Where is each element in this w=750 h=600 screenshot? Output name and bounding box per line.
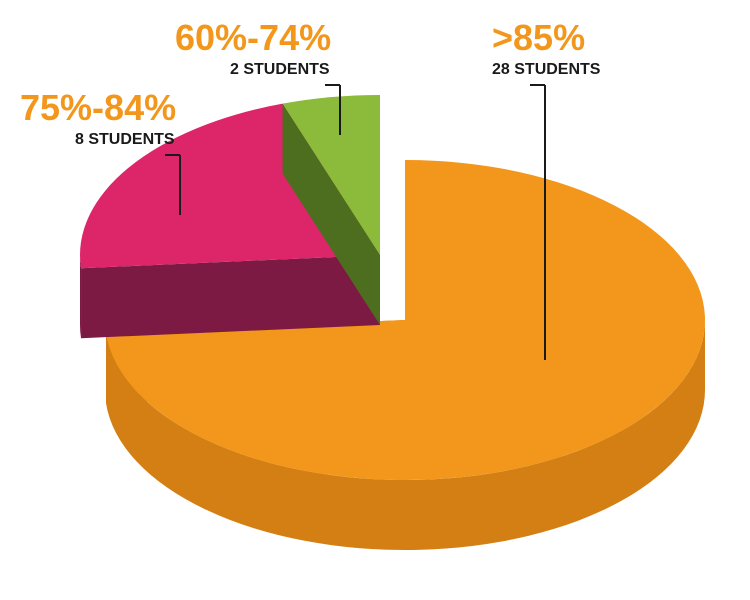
slice-sublabel-gt85: 28 STUDENTS [492,61,601,78]
slice-label-p75_84: 75%-84% [20,87,176,128]
chart-svg: >85% 28 STUDENTS 75%-84% 8 STUDENTS 60%-74% 2… [0,0,750,600]
slice-label-p60_74: 60%-74% [175,17,331,58]
pie-chart-3d: >85% 28 STUDENTS 75%-84% 8 STUDENTS 60%-74% 2… [0,0,750,600]
slice-label-gt85: >85% [492,17,585,58]
slice-sublabel-p75_84: 8 STUDENTS [75,131,175,148]
slice-sublabel-p60_74: 2 STUDENTS [230,61,330,78]
